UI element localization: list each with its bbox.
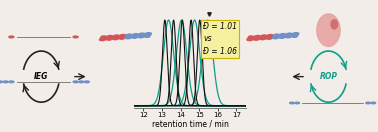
Text: ROP: ROP [319, 72, 338, 81]
Text: Ð = 1.01
vs
Ð = 1.06: Ð = 1.01 vs Ð = 1.06 [203, 22, 237, 56]
Circle shape [331, 20, 338, 29]
Text: IEG: IEG [34, 72, 48, 81]
X-axis label: retention time / min: retention time / min [152, 120, 228, 129]
Circle shape [317, 14, 340, 46]
